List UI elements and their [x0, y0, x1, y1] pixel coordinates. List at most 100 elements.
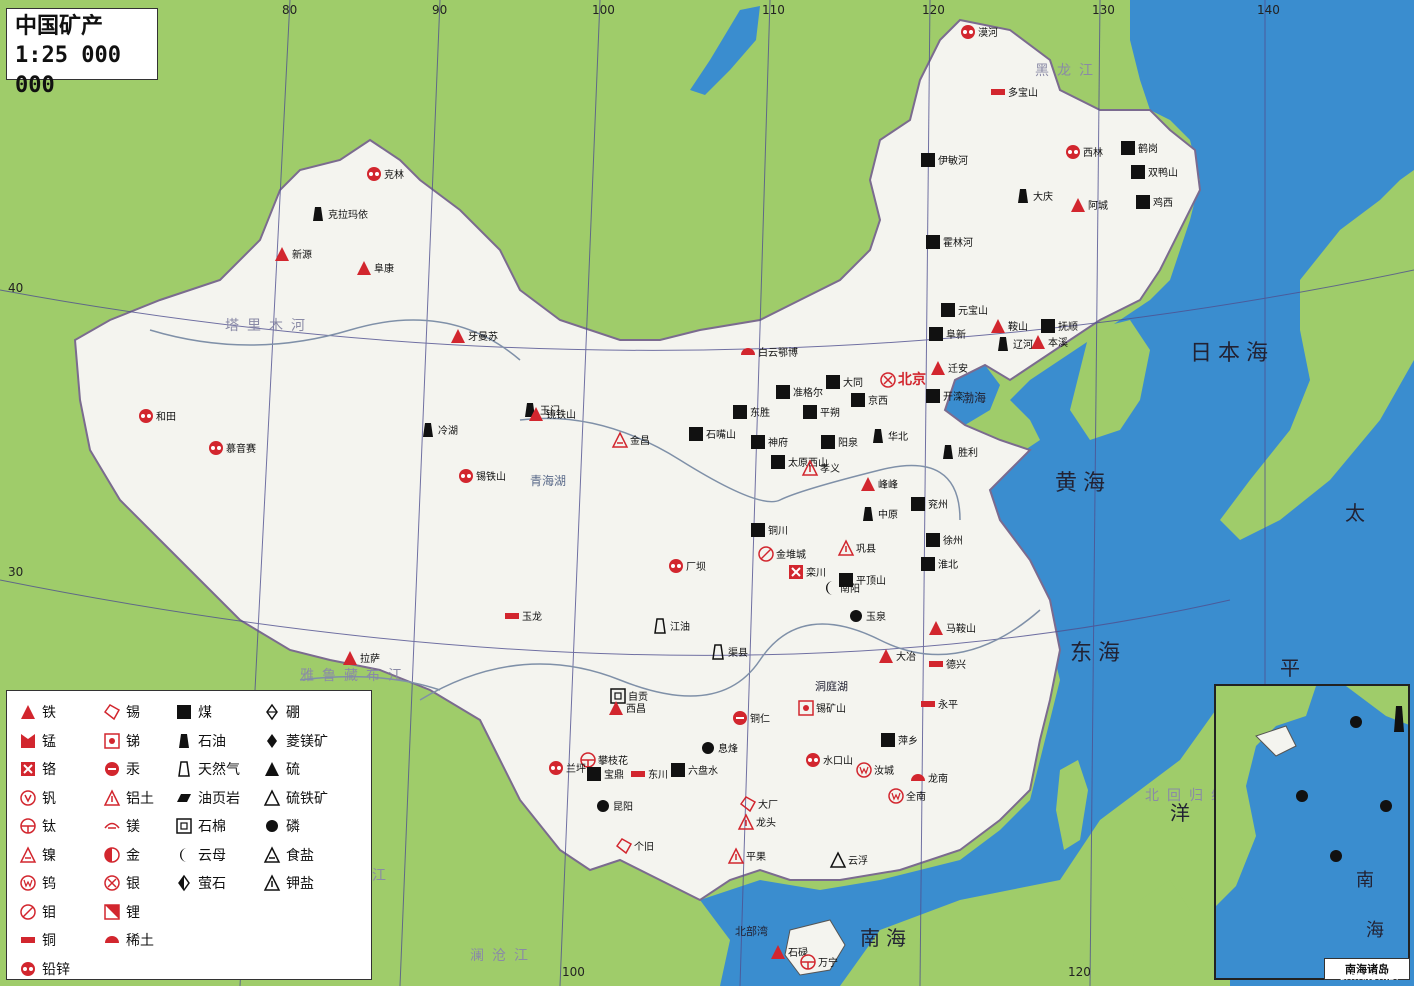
city-marker: 万宁 [800, 954, 838, 970]
city-label: 龙南 [928, 772, 948, 785]
city-label: 抚顺 [1058, 321, 1078, 333]
legend-item-boron: 硼 [263, 699, 300, 725]
taiwan-island [1056, 760, 1088, 850]
city-label: 伊敏河 [938, 154, 968, 167]
city-label: 阿城 [1088, 200, 1108, 212]
legend-item-antimony: 锑 [103, 728, 140, 754]
city-label: 巩县 [856, 543, 876, 555]
legend-item-asbestos: 石棉 [175, 813, 226, 839]
city-label: 铜仁 [750, 713, 770, 725]
city-label: 神府 [768, 436, 788, 449]
city-marker: 平果 [727, 847, 766, 864]
salt-icon [263, 845, 281, 863]
legend-item-magnesium: 镁 [103, 813, 140, 839]
bohai-sea [945, 365, 1000, 425]
city-label: 元宝山 [958, 304, 988, 317]
coal-icon [177, 705, 191, 719]
legend-label: 云母 [198, 847, 226, 864]
longitude-label: 100 [592, 3, 615, 17]
city-marker: 昆阳 [597, 800, 633, 813]
city-label: 六盘水 [688, 764, 718, 777]
city-label: 漠河 [978, 27, 998, 39]
sulfur-icon [265, 762, 279, 776]
city-marker: 马鞍山 [929, 621, 976, 635]
city-label: 霍林河 [943, 236, 973, 249]
city-marker: 攀枝花 [580, 752, 628, 768]
city-label: 西林 [1083, 146, 1103, 159]
city-label: 本溪 [1048, 336, 1068, 349]
map-scale: 1:25 000 000 [15, 43, 121, 98]
inset-water-label: 南 [1356, 870, 1374, 891]
japan-islands [1220, 170, 1414, 540]
natural-gas-icon [178, 761, 190, 777]
city-marker: 西昌 [609, 701, 646, 715]
city-marker: 慕音赛 [209, 441, 256, 455]
river-label: 塔里木河 [225, 318, 313, 334]
longitude-label: 140 [1257, 3, 1280, 17]
legend-item-silver: 银 [103, 870, 140, 896]
legend-item-manganese: 锰 [19, 728, 56, 754]
legend-item-titanium: 钛 [19, 813, 56, 839]
oil-shale-icon [177, 793, 191, 802]
city-label: 拉萨 [360, 652, 380, 665]
city-marker: 神府 [751, 435, 788, 449]
map-title-box: 中国矿产 1:25 000 000 [6, 8, 158, 98]
river-label: 雅鲁藏布江 [300, 668, 410, 684]
city-marker: 铜仁 [733, 711, 770, 725]
city-label: 准格尔 [793, 386, 823, 399]
city-label: 中原 [878, 508, 898, 521]
city-label: 昆阳 [613, 801, 633, 813]
city-label: 华北 [888, 430, 908, 443]
city-label: 大同 [843, 376, 863, 389]
legend-label: 铁 [42, 705, 56, 721]
philippines-land [1130, 880, 1190, 986]
lithium-icon [104, 903, 120, 920]
city-label: 息烽 [718, 742, 738, 755]
city-label: 大厂 [758, 798, 778, 811]
city-marker: 个旧 [615, 838, 654, 855]
city-marker: 双鸭山 [1131, 165, 1178, 179]
city-label: 龙头 [756, 816, 776, 829]
water-label: 平 [1280, 656, 1306, 680]
molybdenum-icon [20, 903, 36, 920]
city-label: 宝鼎 [604, 768, 624, 781]
city-marker: 抚顺 [1041, 319, 1078, 333]
city-label: 白云鄂博 [758, 346, 798, 359]
city-label: 玉门 [540, 404, 560, 417]
map-title: 中国矿产 [15, 14, 104, 39]
city-label: 阳泉 [838, 436, 858, 449]
city-marker: 兰坪 [549, 761, 586, 775]
city-marker: 大庆 [1018, 189, 1053, 203]
legend-item-vanadium: 钒 [19, 785, 56, 811]
manganese-icon [21, 733, 35, 748]
legend-item-tin: 锡 [103, 699, 140, 725]
city-label: 江油 [670, 620, 690, 633]
city-label: 北京 [898, 371, 926, 388]
water-label: 渤海 [962, 390, 986, 405]
legend-label: 镁 [126, 819, 140, 835]
city-marker: 兖州 [911, 497, 948, 511]
city-marker: 鹤岗 [1121, 141, 1158, 155]
legend-label: 菱镁矿 [286, 733, 328, 750]
city-label: 京西 [868, 394, 888, 407]
city-label: 鸡西 [1153, 196, 1173, 209]
city-marker: 平朔 [803, 405, 840, 419]
river-label: 澜沧江 [470, 947, 536, 964]
china-territory [73, 18, 1202, 902]
city-marker: 鞍山 [991, 319, 1028, 333]
legend-label: 煤 [198, 705, 212, 721]
city-marker: 冷湖 [423, 423, 458, 437]
city-label: 平朔 [820, 406, 840, 419]
city-marker: 孝义 [801, 459, 840, 476]
legend-item-magnesite: 菱镁矿 [263, 728, 328, 754]
city-marker: 南阳 [826, 581, 860, 595]
city-label: 太原西山 [788, 456, 828, 469]
city-marker: 迁安 [931, 361, 968, 375]
city-label: 铜川 [768, 525, 788, 537]
legend-label: 稀土 [126, 933, 154, 949]
city-marker: 太原西山 [771, 455, 828, 469]
legend-item-rare-earth: 稀土 [103, 927, 154, 953]
city-label: 孝义 [820, 463, 840, 475]
legend-item-sulfur: 硫 [263, 756, 300, 782]
